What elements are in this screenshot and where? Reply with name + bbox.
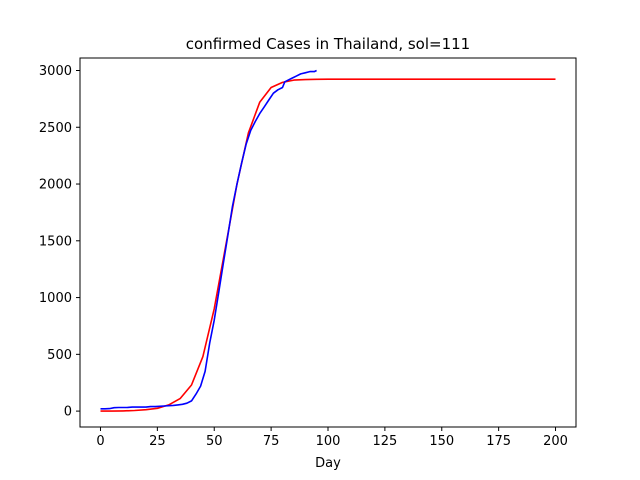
x-tick-label: 0 (96, 434, 104, 449)
x-tick-label: 25 (149, 434, 166, 449)
y-tick-label: 0 (64, 405, 72, 420)
x-tick-label: 150 (429, 434, 454, 449)
series-line-2 (100, 69, 317, 410)
y-tick-label: 1000 (39, 291, 72, 306)
y-tick-label: 500 (47, 348, 72, 363)
x-tick-label: 175 (486, 434, 511, 449)
y-tick-label: 1500 (39, 234, 72, 249)
chart-title: confirmed Cases in Thailand, sol=111 (186, 35, 470, 53)
plot-area (100, 69, 556, 412)
y-tick-label: 2000 (39, 178, 72, 193)
x-tick-label: 100 (316, 434, 341, 449)
series-line-1 (100, 78, 556, 412)
x-axis-label: Day (315, 456, 341, 471)
y-tick-label: 2500 (39, 121, 72, 136)
axis-ticks: 0 25 50 75 100 125 150 175 200050010001500200025… (39, 64, 568, 449)
x-tick-label: 50 (206, 434, 223, 449)
x-tick-label: 75 (263, 434, 280, 449)
x-tick-label: 125 (372, 434, 397, 449)
y-tick-label: 3000 (39, 64, 72, 79)
plot-frame (79, 57, 577, 428)
x-tick-label: 200 (543, 434, 568, 449)
